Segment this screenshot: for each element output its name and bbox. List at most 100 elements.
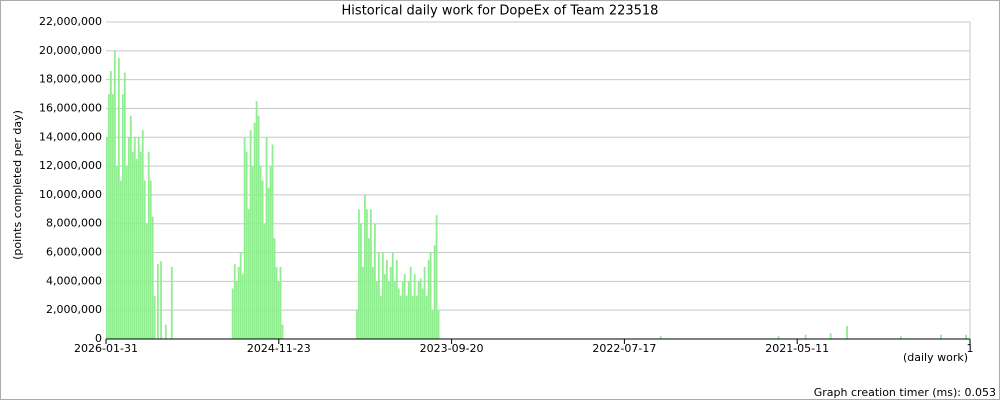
- bar: [267, 187, 270, 339]
- bar: [247, 209, 250, 339]
- bar: [385, 259, 388, 339]
- bar: [425, 295, 428, 339]
- bar: [251, 166, 254, 339]
- bar: [777, 336, 780, 339]
- bar: [125, 166, 128, 339]
- bar: [393, 281, 396, 339]
- y-tick-label: 20,000,000: [39, 44, 102, 57]
- bar: [659, 336, 662, 339]
- x-tick-label: 2022-07-17: [592, 342, 656, 355]
- bar: [145, 223, 148, 339]
- bar: [147, 151, 150, 339]
- bar: [383, 274, 386, 339]
- bar: [371, 266, 374, 339]
- y-tick-label: 16,000,000: [39, 101, 102, 114]
- bar: [365, 209, 368, 339]
- bar: [263, 223, 266, 339]
- bar: [135, 158, 138, 339]
- bar: [279, 266, 282, 339]
- bar: [245, 151, 248, 339]
- y-tick-label: 12,000,000: [39, 159, 102, 172]
- bar: [403, 274, 406, 339]
- bar: [249, 130, 252, 339]
- bar: [113, 50, 116, 340]
- bar: [111, 94, 114, 339]
- footer: Graph creation timer (ms): 0.053: [814, 386, 996, 399]
- bar: [829, 333, 832, 339]
- bar: [413, 274, 416, 339]
- y-axis-label: (points completed per day): [11, 110, 24, 260]
- bar: [369, 209, 372, 339]
- bar: [275, 266, 278, 339]
- bar: [257, 115, 260, 339]
- bar: [423, 266, 426, 339]
- bar: [115, 166, 118, 339]
- x-tick-label: 2024-11-23: [247, 342, 311, 355]
- bar: [367, 238, 370, 339]
- bar: [153, 295, 156, 339]
- bar: [419, 278, 422, 339]
- bar: [109, 70, 112, 339]
- bar: [131, 151, 134, 339]
- bar: [387, 281, 390, 339]
- bar: [417, 281, 420, 339]
- bar: [231, 288, 234, 339]
- bar: [358, 209, 360, 339]
- bar: [269, 166, 272, 339]
- bar: [381, 252, 384, 339]
- y-tick-label: 2,000,000: [46, 303, 102, 316]
- bar: [389, 266, 392, 339]
- bar: [377, 252, 380, 339]
- bar: [253, 122, 256, 339]
- bar: [429, 252, 432, 339]
- bar: [143, 180, 146, 339]
- x-axis-label: (daily work): [903, 351, 968, 364]
- bar: [804, 334, 807, 339]
- bar: [160, 261, 162, 339]
- bar: [139, 151, 142, 339]
- bar: [399, 295, 402, 339]
- bar: [362, 266, 364, 339]
- bar: [151, 216, 154, 339]
- bar: [433, 245, 436, 339]
- bar: [373, 223, 376, 339]
- bar: [107, 94, 110, 339]
- bar: [375, 281, 378, 339]
- bar: [364, 194, 366, 339]
- bar: [899, 336, 902, 339]
- y-tick-label: 10,000,000: [39, 188, 102, 201]
- bar: [149, 180, 152, 339]
- bar: [243, 137, 246, 339]
- x-tick-label: 2023-09-20: [420, 342, 484, 355]
- bar: [421, 288, 424, 339]
- bar: [427, 259, 430, 339]
- bar: [415, 295, 418, 339]
- y-tick-label: 8,000,000: [46, 217, 102, 230]
- bar: [940, 334, 942, 339]
- bar: [356, 310, 358, 339]
- bar: [164, 324, 167, 339]
- bar: [137, 137, 140, 339]
- chart-title: Historical daily work for DopeEx of Team…: [342, 4, 659, 19]
- bar: [156, 264, 159, 339]
- bar: [391, 252, 394, 339]
- bar: [127, 137, 130, 339]
- bar: [241, 274, 244, 339]
- y-tick-label: 22,000,000: [39, 15, 102, 28]
- bar: [273, 238, 276, 339]
- bar: [431, 310, 434, 339]
- bar: [239, 252, 242, 339]
- bar: [397, 288, 400, 339]
- y-tick-label: 14,000,000: [39, 130, 102, 143]
- y-tick-label: 18,000,000: [39, 73, 102, 86]
- bar: [106, 137, 108, 339]
- bar: [123, 72, 126, 339]
- bar: [255, 101, 258, 339]
- bar: [409, 266, 412, 339]
- bar: [277, 281, 280, 339]
- bar: [411, 295, 414, 339]
- bar: [271, 144, 274, 339]
- bar: [117, 58, 120, 339]
- bar: [261, 180, 264, 339]
